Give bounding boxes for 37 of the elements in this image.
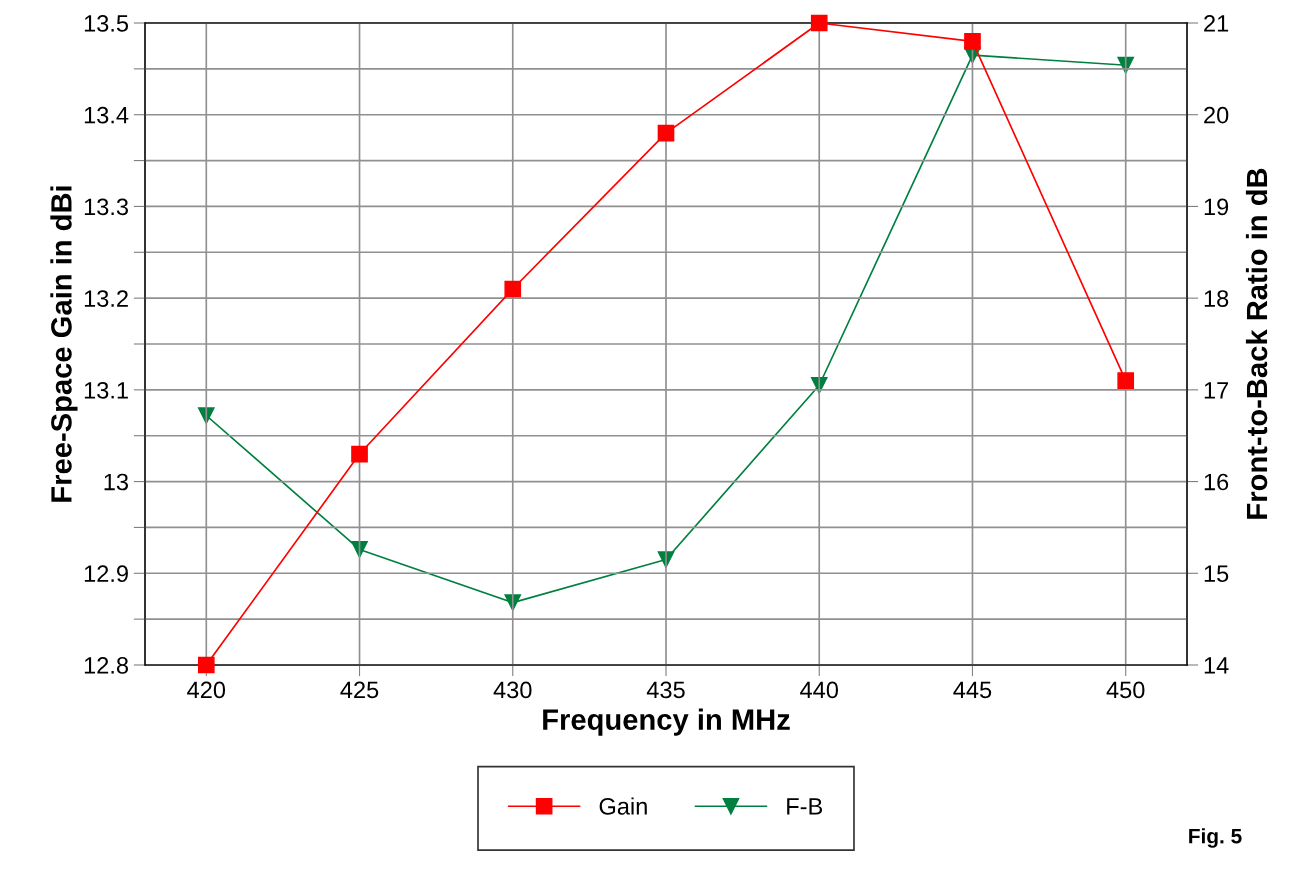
y-axis-title: Free-Space Gain in dBi <box>50 186 78 502</box>
y2-tick-label: 18 <box>1204 290 1229 307</box>
point <box>351 445 368 463</box>
y-tick-label: 13.4 <box>84 106 129 124</box>
point <box>504 280 522 298</box>
point <box>197 656 215 674</box>
point <box>351 541 368 558</box>
y-tick-label: 13 <box>104 473 128 491</box>
x-tick-label: 450 <box>1106 681 1145 699</box>
y2-tick-label: 15 <box>1204 565 1229 583</box>
y-tick-label: 12.9 <box>84 565 128 583</box>
x-tick-label: 435 <box>646 681 685 699</box>
y2-tick-label: 14 <box>1204 657 1229 674</box>
point <box>810 14 828 32</box>
x-tick-label: 420 <box>187 681 226 699</box>
y2-axis-title: Front-to-Back Ratio in dB <box>1245 168 1268 519</box>
point <box>657 124 675 142</box>
x-axis-title: Frequency in MHz <box>543 708 790 736</box>
y2-tick-label: 16 <box>1204 473 1229 491</box>
x-tick-label: 425 <box>340 681 379 699</box>
y-tick-label: 13.3 <box>84 198 128 216</box>
y-tick-label: 12.8 <box>84 657 129 674</box>
x-tick-label: 445 <box>953 681 992 699</box>
y-tick-label: 13.1 <box>84 381 128 399</box>
x-tick-label: 440 <box>800 681 839 699</box>
y2-tick-label: 17 <box>1204 382 1229 399</box>
y-tick-label: 13.2 <box>84 290 128 307</box>
x-tick-label: 430 <box>493 681 532 699</box>
point <box>964 33 981 50</box>
y2-tick-label: 21 <box>1204 15 1229 32</box>
y2-tick-label: 19 <box>1204 198 1229 216</box>
legend-label: Gain <box>599 797 647 815</box>
y-tick-label: 13.5 <box>84 15 129 32</box>
caption: Fig. 5 <box>1189 828 1242 848</box>
point <box>1117 372 1135 390</box>
legend-label: F-B <box>787 798 823 815</box>
y2-tick-label: 20 <box>1204 106 1229 124</box>
